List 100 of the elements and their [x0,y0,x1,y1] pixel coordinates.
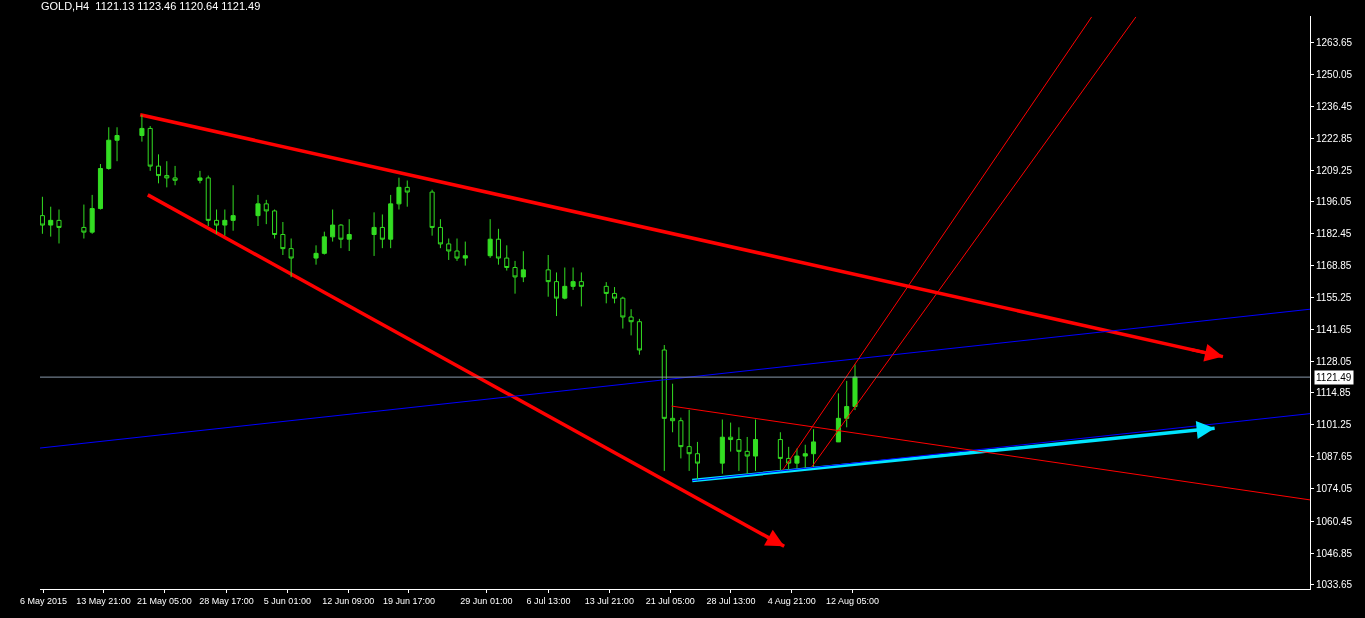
candlestick [56,209,62,244]
candlestick [487,218,493,259]
candlestick [155,153,162,184]
x-tick-label: 13 Jul 21:00 [584,595,634,606]
y-tick-label: 1114.85 [1316,387,1352,399]
candlestick [520,250,526,283]
x-tick-label: 6 May 2015 [19,595,67,606]
y-tick-label: 1209.25 [1316,164,1353,176]
y-tick-label: 1168.85 [1316,259,1352,271]
y-tick-label: 1182.45 [1316,227,1352,239]
y-tick-label: 1060.45 [1316,515,1353,527]
candlestick [811,428,817,469]
candlestick [578,271,584,307]
x-tick-label: 21 May 05:00 [137,595,192,606]
candlestick [794,448,800,469]
candlestick [612,286,618,304]
y-tick-label: 1101.25 [1316,419,1352,431]
candlestick [553,271,560,317]
candlestick [230,184,236,232]
candlestick [661,344,667,472]
candlestick [97,163,103,211]
candlestick [346,218,352,252]
candlestick [512,260,518,295]
candlestick [446,238,452,261]
candlestick [388,194,394,249]
x-tick-label: 19 Jun 17:00 [382,595,435,606]
candlestick [396,177,402,211]
candlestick [802,444,808,470]
candlestick [147,125,153,172]
y-tick-label: 1236.45 [1316,100,1353,112]
candlestick [172,165,178,186]
x-tick-label: 6 Jul 13:00 [526,595,571,606]
candlestick [272,209,278,240]
candlestick [777,431,783,472]
candlestick [504,244,510,272]
candlestick [728,422,734,453]
candlestick [89,194,95,235]
candlestick [263,199,269,225]
candlestick [164,160,170,188]
y-tick-label: 1074.05 [1316,483,1353,495]
x-tick-label: 21 Jul 05:00 [645,595,695,606]
candlestick [321,231,327,256]
candlestick [694,441,700,482]
candlestick [852,363,858,411]
candlestick [437,218,443,249]
x-tick-label: 4 Aug 21:00 [767,595,816,606]
candlestick [736,426,742,472]
y-tick-label: 1155.25 [1316,292,1352,304]
x-tick-label: 28 May 17:00 [199,595,254,606]
y-tick-label: 1196.05 [1316,195,1352,207]
x-tick-label: 29 Jun 01:00 [460,595,513,606]
candlestick [462,241,468,267]
candlestick [48,206,54,238]
candlestick [106,126,112,171]
candlestick [330,209,336,243]
candlestick [844,380,850,428]
candlestick [620,296,626,330]
candlestick [40,196,45,235]
candlestick [280,221,286,256]
candlestick [454,238,460,262]
candlestick [214,209,220,235]
candlestick [81,204,87,240]
candlestick [222,209,228,237]
candlestick [744,436,750,475]
candlestick [404,180,410,208]
x-tick-label: 28 Jul 13:00 [706,595,756,606]
y-tick-label: 1128.05 [1316,356,1352,368]
candlestick [255,194,261,227]
y-tick-label: 1250.05 [1316,68,1353,80]
candlestick [495,228,501,266]
y-tick-label: 1141.65 [1316,324,1352,336]
candlestick [379,213,385,249]
candlestick [205,175,211,227]
candlestick [371,211,377,257]
candlestick [562,267,568,300]
y-tick-label: 1046.85 [1316,547,1353,559]
y-tick-label: 1033.65 [1316,578,1353,590]
ref-line-label: 1121.49 [1316,372,1352,383]
candlestick [678,417,684,459]
candlestick [603,281,609,304]
candlestick [197,170,203,184]
candlestick [686,409,692,472]
candlestick [313,244,319,266]
candlestick [719,419,725,475]
candlestick [288,238,294,278]
x-tick-label: 12 Jun 09:00 [322,595,375,606]
x-tick-label: 12 Aug 05:00 [826,595,880,606]
candlestick [636,318,642,356]
y-tick-label: 1263.65 [1316,36,1353,48]
candlestick [338,223,344,249]
candlestick [752,419,759,472]
candlestick [429,189,435,237]
candlestick [628,308,634,336]
candlestick [570,267,576,291]
candlestick [670,383,676,433]
x-tick-label: 5 Jun 01:00 [263,595,311,606]
y-tick-label: 1087.65 [1316,451,1353,463]
candlestick [114,126,120,162]
y-tick-label: 1222.85 [1316,132,1353,144]
x-tick-label: 13 May 21:00 [76,595,131,606]
